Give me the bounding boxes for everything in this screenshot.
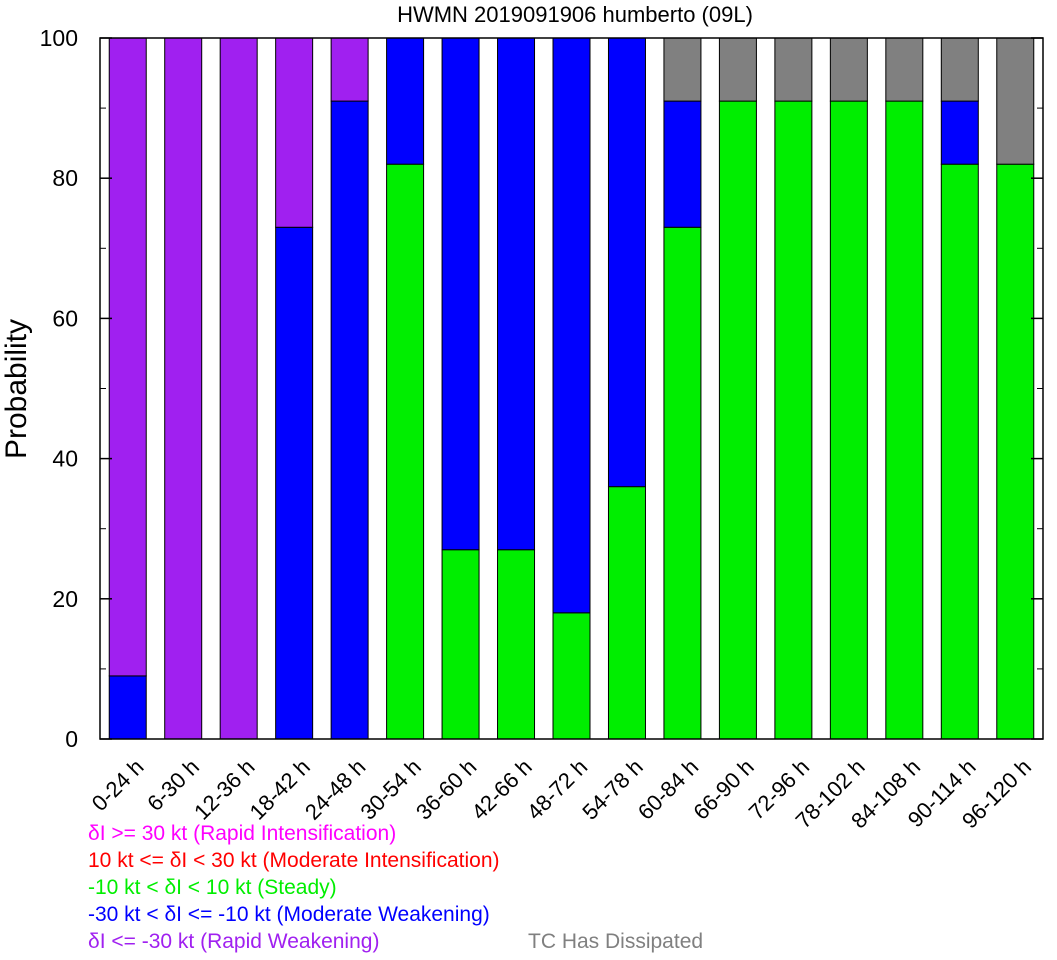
bar-segment-steady <box>885 100 924 740</box>
x-tick-label: 24-48 h <box>300 754 370 824</box>
bar-segment-tc-has-dissipated <box>663 37 702 102</box>
bar-segment-tc-has-dissipated <box>940 37 979 102</box>
y-tick-label: 60 <box>52 305 78 331</box>
x-tick-label: 36-60 h <box>411 754 481 824</box>
chart-title: HWMN 2019091906 humberto (09L) <box>397 2 753 27</box>
bar-segment-rapid-weakening <box>108 37 147 677</box>
bar-segment-tc-has-dissipated <box>774 37 813 102</box>
bar-segment-moderate-weakening <box>663 100 702 228</box>
bar-segment-moderate-weakening <box>552 37 591 614</box>
bar-segment-rapid-weakening <box>219 37 258 740</box>
bar-segment-moderate-weakening <box>940 100 979 165</box>
axes-group <box>99 37 1044 740</box>
legend-entry-moderate-weakening: -30 kt < δI <= -10 kt (Moderate Weakenin… <box>88 903 490 926</box>
x-tick-label: 30-54 h <box>355 754 425 824</box>
legend-entry-rapid-weakening: δI <= -30 kt (Rapid Weakening) <box>88 930 380 953</box>
bar-segment-steady <box>663 226 702 740</box>
bar-segment-tc-has-dissipated <box>829 37 868 102</box>
bar-segment-tc-has-dissipated <box>718 37 757 102</box>
x-tick-label: 60-84 h <box>633 754 703 824</box>
x-tick-label: 48-72 h <box>522 754 592 824</box>
x-tick-label: 0-24 h <box>87 754 149 816</box>
y-tick-label: 20 <box>52 586 78 612</box>
bar-segment-steady <box>441 549 480 740</box>
bar-segment-moderate-weakening <box>607 37 646 488</box>
bar-segment-steady <box>386 163 425 740</box>
legend: δI >= 30 kt (Rapid Intensification) 10 k… <box>88 820 703 955</box>
x-tick-label: 66-90 h <box>688 754 758 824</box>
bars-group <box>108 37 1035 740</box>
x-tick-label: 42-66 h <box>466 754 536 824</box>
bar-segment-steady <box>774 100 813 740</box>
bar-segment-moderate-weakening <box>386 37 425 165</box>
y-tick-label: 80 <box>52 165 78 191</box>
bar-segment-tc-has-dissipated <box>885 37 924 102</box>
bar-segment-steady <box>552 612 591 740</box>
bar-segment-tc-has-dissipated <box>996 37 1035 165</box>
bar-segment-moderate-weakening <box>108 675 147 740</box>
bar-segment-steady <box>718 100 757 740</box>
bar-segment-steady <box>607 486 646 740</box>
bar-segment-rapid-weakening <box>330 37 369 102</box>
bar-segment-moderate-weakening <box>275 226 314 740</box>
bar-segment-steady <box>940 163 979 740</box>
legend-entry-steady: -10 kt < δI < 10 kt (Steady) <box>88 876 337 899</box>
x-tick-label: 18-42 h <box>245 754 315 824</box>
y-axis-label: Probability <box>0 319 33 459</box>
bar-segment-steady <box>996 163 1035 740</box>
y-tick-label: 40 <box>52 446 78 472</box>
y-tick-label: 100 <box>40 25 78 51</box>
bar-segment-moderate-weakening <box>330 100 369 740</box>
x-tick-label: 54-78 h <box>577 754 647 824</box>
bar-segment-steady <box>829 100 868 740</box>
legend-entry-dissipated: TC Has Dissipated <box>528 930 704 953</box>
bar-segment-rapid-weakening <box>275 37 314 228</box>
legend-entry-moderate-intensification: 10 kt <= δI < 30 kt (Moderate Intensific… <box>88 849 500 872</box>
x-tick-label: 12-36 h <box>189 754 259 824</box>
bar-segment-rapid-weakening <box>164 37 203 740</box>
bar-segment-steady <box>497 549 536 740</box>
bar-segment-moderate-weakening <box>497 37 536 551</box>
legend-entry-rapid-intensification: δI >= 30 kt (Rapid Intensification) <box>88 822 397 845</box>
y-tick-label: 0 <box>65 726 78 752</box>
bar-segment-moderate-weakening <box>441 37 480 551</box>
